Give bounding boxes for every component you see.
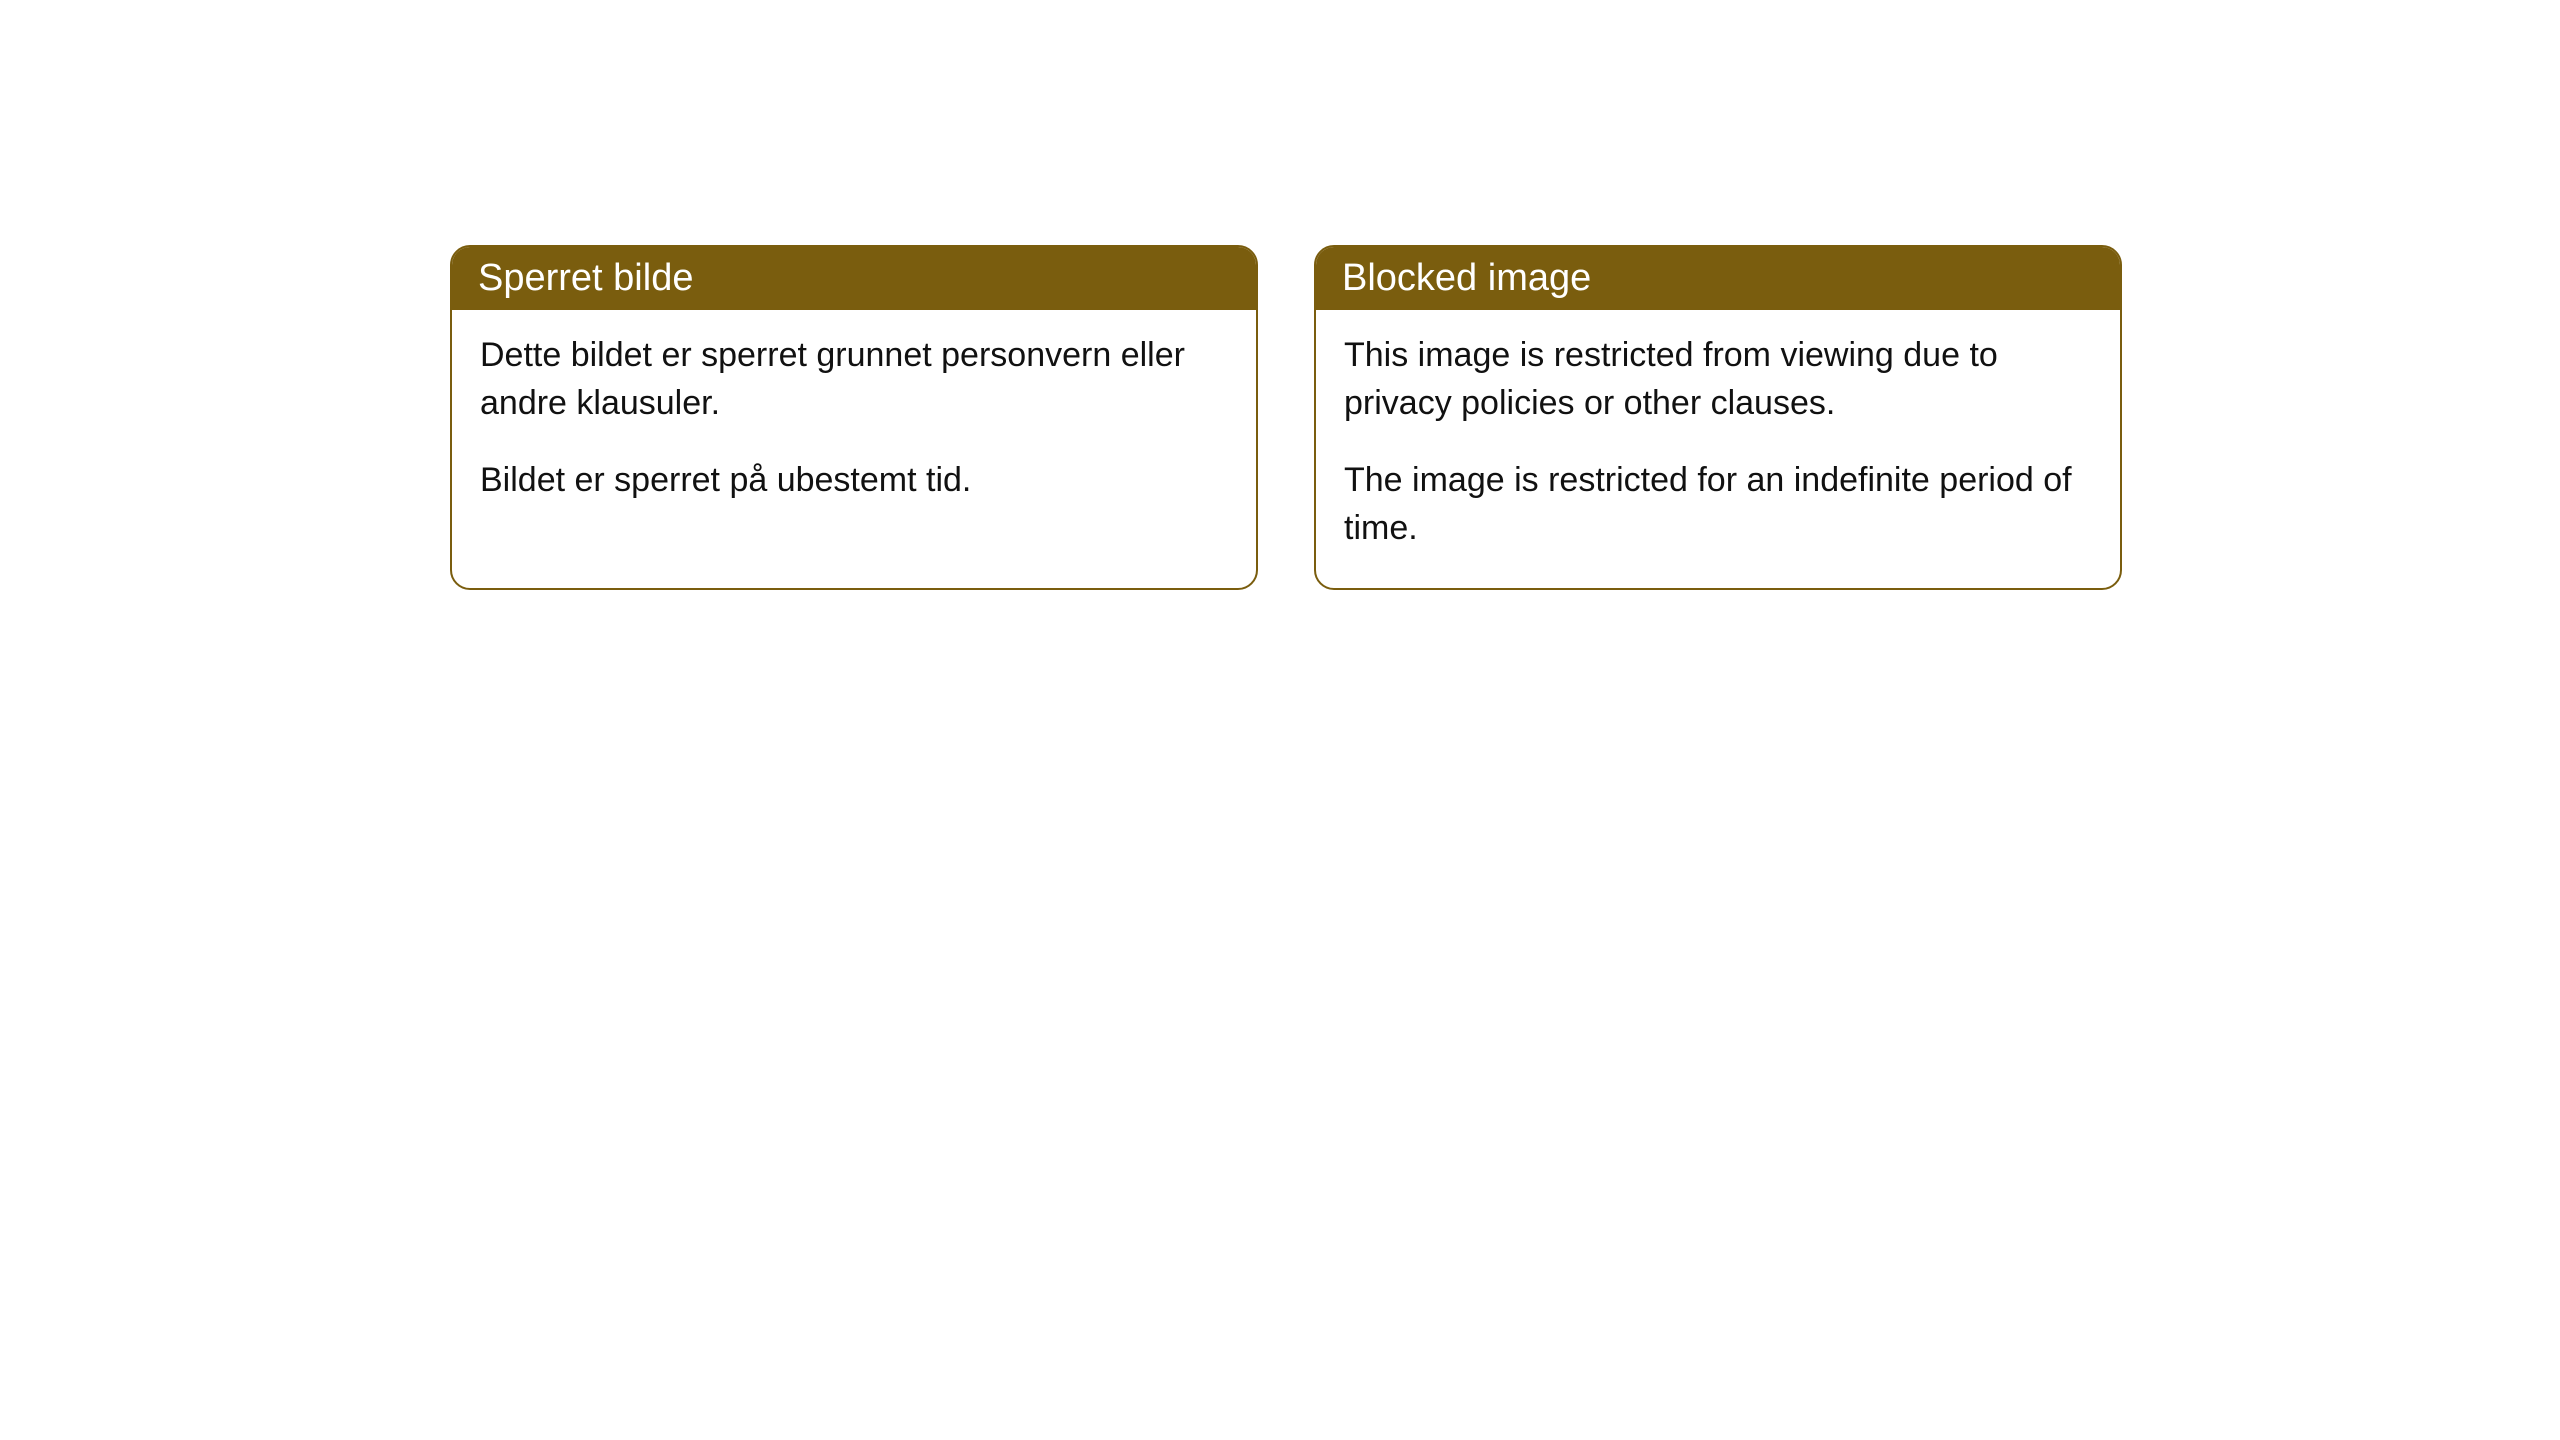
card-paragraph: This image is restricted from viewing du… — [1344, 332, 2092, 427]
card-paragraph: Dette bildet er sperret grunnet personve… — [480, 332, 1228, 427]
card-header: Sperret bilde — [452, 247, 1256, 310]
card-header: Blocked image — [1316, 247, 2120, 310]
blocked-image-card-no: Sperret bilde Dette bildet er sperret gr… — [450, 245, 1258, 590]
blocked-image-card-en: Blocked image This image is restricted f… — [1314, 245, 2122, 590]
card-paragraph: The image is restricted for an indefinit… — [1344, 457, 2092, 552]
card-body: This image is restricted from viewing du… — [1316, 310, 2120, 588]
card-container: Sperret bilde Dette bildet er sperret gr… — [0, 0, 2560, 590]
card-body: Dette bildet er sperret grunnet personve… — [452, 310, 1256, 541]
card-paragraph: Bildet er sperret på ubestemt tid. — [480, 457, 1228, 505]
